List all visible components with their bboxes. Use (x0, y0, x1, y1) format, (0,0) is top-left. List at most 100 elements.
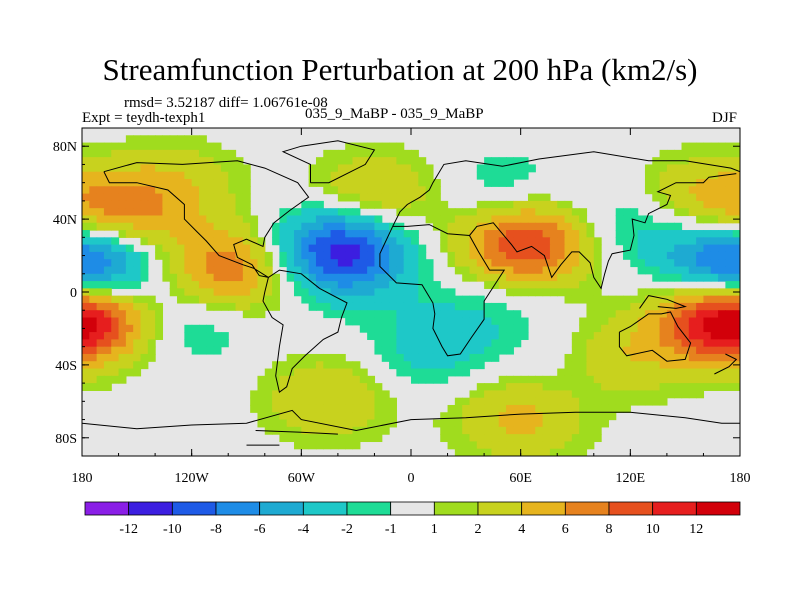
field-cell (579, 412, 588, 421)
field-cell (710, 310, 719, 319)
field-cell (403, 346, 412, 355)
field-cell (557, 273, 566, 282)
field-cell (586, 397, 595, 406)
field-cell (389, 230, 397, 238)
field-cell (367, 434, 376, 443)
field-cell (140, 208, 149, 217)
field-cell (644, 215, 653, 224)
field-cell (389, 142, 397, 151)
field-cell (403, 281, 412, 289)
field-cell (527, 404, 536, 413)
field-cell (615, 317, 624, 326)
field-cell (688, 164, 697, 173)
field-cell (359, 149, 368, 158)
field-cell (133, 193, 142, 202)
field-cell (389, 324, 397, 333)
field-cell (571, 222, 580, 231)
field-cell (462, 302, 471, 311)
field-cell (359, 397, 368, 406)
field-cell (294, 259, 302, 268)
field-cell (498, 434, 507, 443)
field-cell (220, 302, 229, 311)
field-cell (264, 259, 273, 268)
field-cell (623, 310, 631, 319)
field-cell (155, 317, 164, 326)
field-cell (418, 302, 427, 311)
field-cell (345, 251, 354, 260)
field-cell (630, 251, 639, 260)
field-cell (381, 230, 390, 238)
field-cell (542, 390, 551, 399)
field-cell (725, 266, 734, 275)
field-cell (89, 259, 98, 268)
field-cell (506, 259, 514, 268)
field-cell (571, 434, 580, 443)
field-cell (520, 375, 529, 384)
field-cell (206, 295, 215, 304)
field-cell (476, 164, 485, 173)
field-cell (484, 419, 493, 428)
field-cell (359, 324, 368, 333)
field-cell (191, 200, 200, 209)
field-cell (469, 215, 478, 224)
field-cell (571, 419, 580, 428)
field-cell (177, 230, 185, 238)
field-cell (220, 332, 229, 340)
field-cell (198, 346, 207, 355)
field-cell (586, 383, 595, 391)
field-cell (337, 244, 346, 253)
field-cell (96, 273, 105, 282)
field-cell (337, 208, 346, 217)
field-cell (586, 419, 595, 428)
field-cell (323, 157, 332, 166)
field-cell (294, 208, 302, 217)
field-cell (103, 368, 112, 377)
field-cell (330, 157, 339, 166)
field-cell (696, 324, 705, 333)
field-cell (337, 368, 346, 377)
field-cell (308, 426, 317, 435)
field-cell (308, 441, 317, 450)
field-cell (696, 302, 705, 311)
field-cell (315, 273, 324, 282)
field-cell (696, 208, 705, 217)
field-cell (133, 135, 142, 144)
field-cell (454, 237, 463, 246)
field-cell (469, 448, 478, 456)
field-cell (198, 288, 207, 297)
field-cell (549, 426, 558, 435)
field-cell (549, 383, 558, 391)
field-cell (703, 368, 712, 377)
field-cell (396, 288, 405, 297)
field-cell (462, 230, 471, 238)
field-cell (308, 266, 317, 275)
field-cell (688, 186, 697, 195)
field-cell (381, 397, 390, 406)
field-cell (345, 441, 354, 450)
field-cell (630, 302, 639, 311)
x-tick-label: 120W (175, 471, 210, 486)
field-cell (637, 288, 646, 297)
field-cell (155, 324, 164, 333)
field-cell (681, 310, 690, 319)
field-cell (359, 266, 368, 275)
field-cell (411, 295, 419, 304)
field-cell (82, 332, 90, 340)
field-cell (557, 441, 566, 450)
field-cell (162, 135, 171, 144)
field-cell (710, 157, 719, 166)
field-cell (571, 244, 580, 253)
field-cell (527, 208, 536, 217)
field-cell (527, 164, 536, 173)
field-cell (301, 259, 310, 268)
field-cell (688, 375, 697, 384)
field-cell (345, 397, 354, 406)
field-cell (564, 412, 573, 421)
field-cell (615, 361, 624, 370)
field-cell (301, 383, 310, 391)
field-cell (623, 339, 631, 348)
field-cell (337, 186, 346, 195)
field-cell (403, 361, 412, 370)
field-cell (286, 353, 295, 362)
field-cell (337, 397, 346, 406)
